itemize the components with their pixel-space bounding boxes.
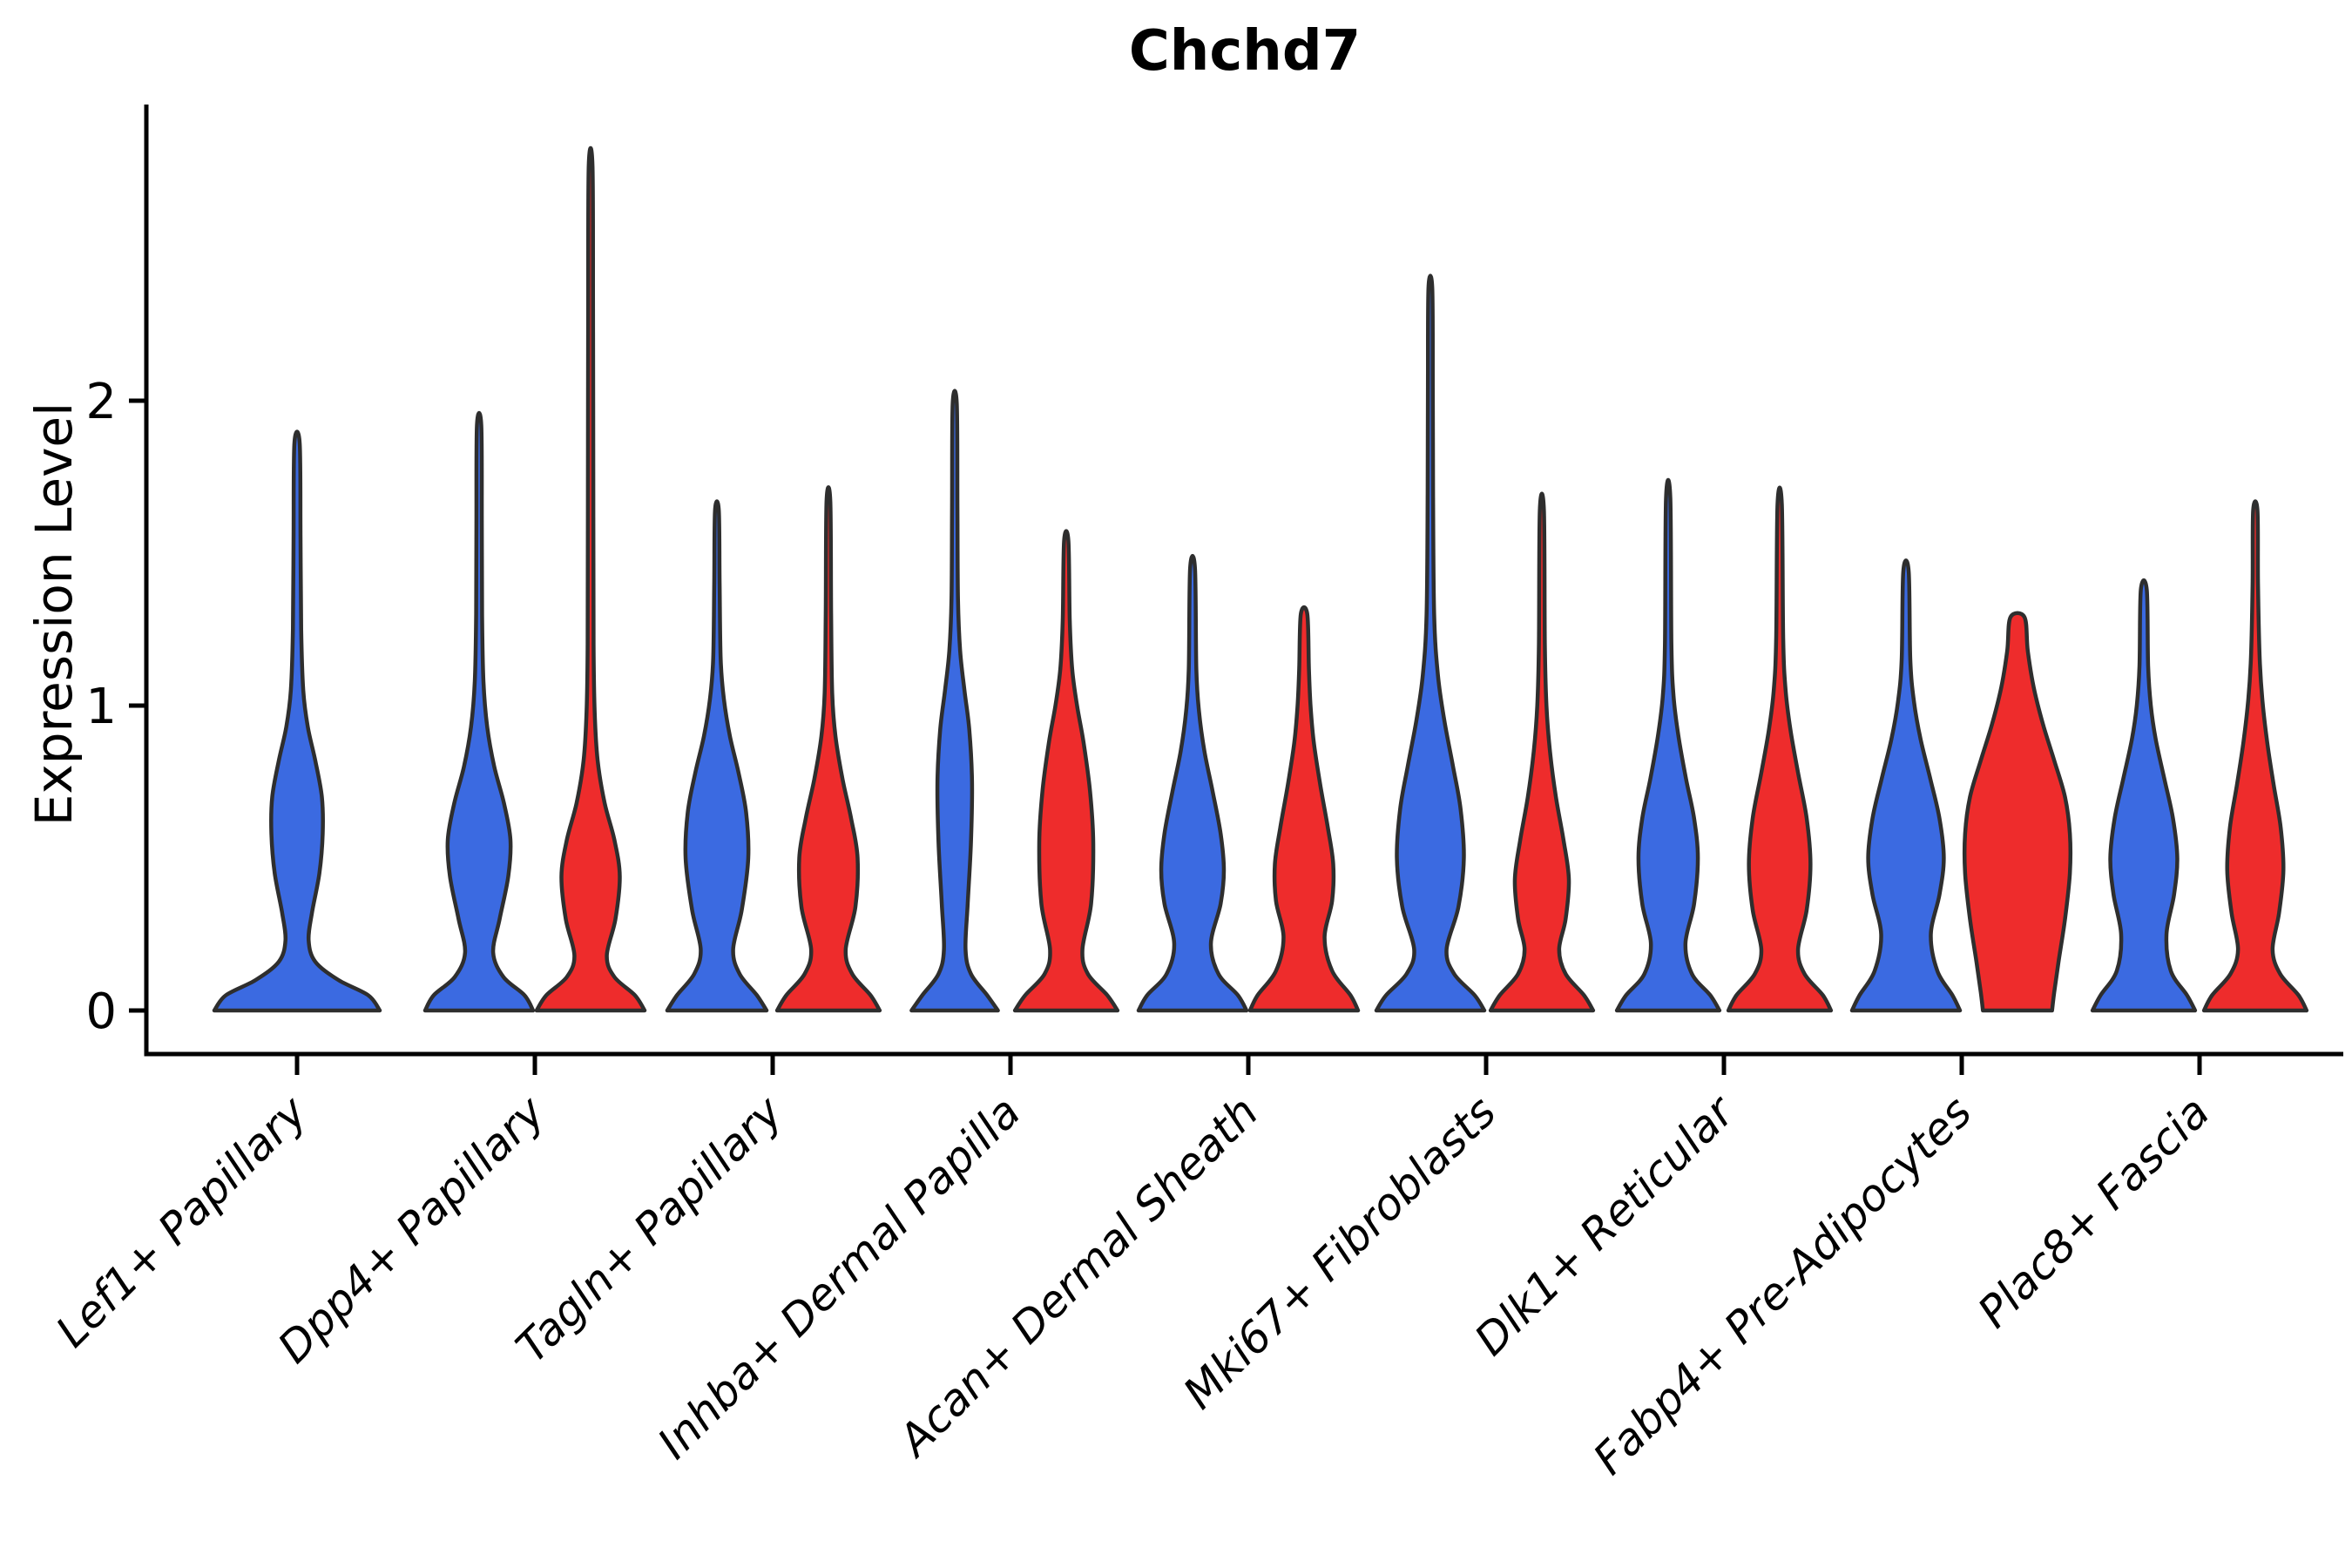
- violin-acan-dermal-sheath-red: [1247, 605, 1361, 1013]
- violin-fabp4-pre-adipocytes-red: [1962, 611, 2073, 1013]
- violin-plac8-fascia-blue: [2090, 578, 2198, 1013]
- x-tick-label-dlk1-reticular: Dlk1+ Reticular: [1465, 1085, 1746, 1365]
- violin-mki67-fibroblasts-red: [1488, 491, 1596, 1013]
- violin-fabp4-pre-adipocytes-blue: [1849, 558, 1963, 1013]
- violin-acan-dermal-sheath-blue: [1136, 553, 1249, 1013]
- violin-lef1-papillary-blue: [212, 429, 382, 1013]
- x-tick-label-plac8-fascia: Plac8+ Fascia: [1969, 1086, 2220, 1337]
- violins-group: [212, 145, 2309, 1013]
- violin-dpp4-papillary-blue: [422, 410, 536, 1013]
- violin-plac8-fascia-red: [2201, 499, 2309, 1013]
- violin-tagln-papillary-red: [774, 485, 882, 1013]
- violin-inhba-dermal-papilla-blue: [909, 389, 1000, 1013]
- x-tick-label-lef1-papillary: Lef1+ Papillary: [46, 1085, 317, 1356]
- violin-dpp4-papillary-red: [534, 145, 647, 1013]
- x-tick-label-tagln-papillary: Tagln+ Papillary: [506, 1085, 793, 1372]
- y-tick-label-2: 2: [85, 374, 117, 430]
- violin-inhba-dermal-papilla-red: [1012, 529, 1120, 1013]
- x-tick-label-fabp4-pre-adipocytes: Fabp4+ Pre-Adipocytes: [1584, 1086, 1982, 1484]
- violin-mki67-fibroblasts-blue: [1374, 274, 1487, 1013]
- y-tick-label-1: 1: [85, 679, 117, 735]
- chart-title: Chchd7: [1128, 19, 1362, 84]
- violin-dlk1-reticular-blue: [1614, 477, 1722, 1013]
- axes-spines: [144, 105, 2343, 1057]
- violin-dlk1-reticular-red: [1726, 485, 1834, 1013]
- y-tick-label-0: 0: [85, 983, 117, 1040]
- violin-tagln-papillary-blue: [665, 499, 769, 1013]
- y-axis: 0 1 2: [85, 374, 146, 1040]
